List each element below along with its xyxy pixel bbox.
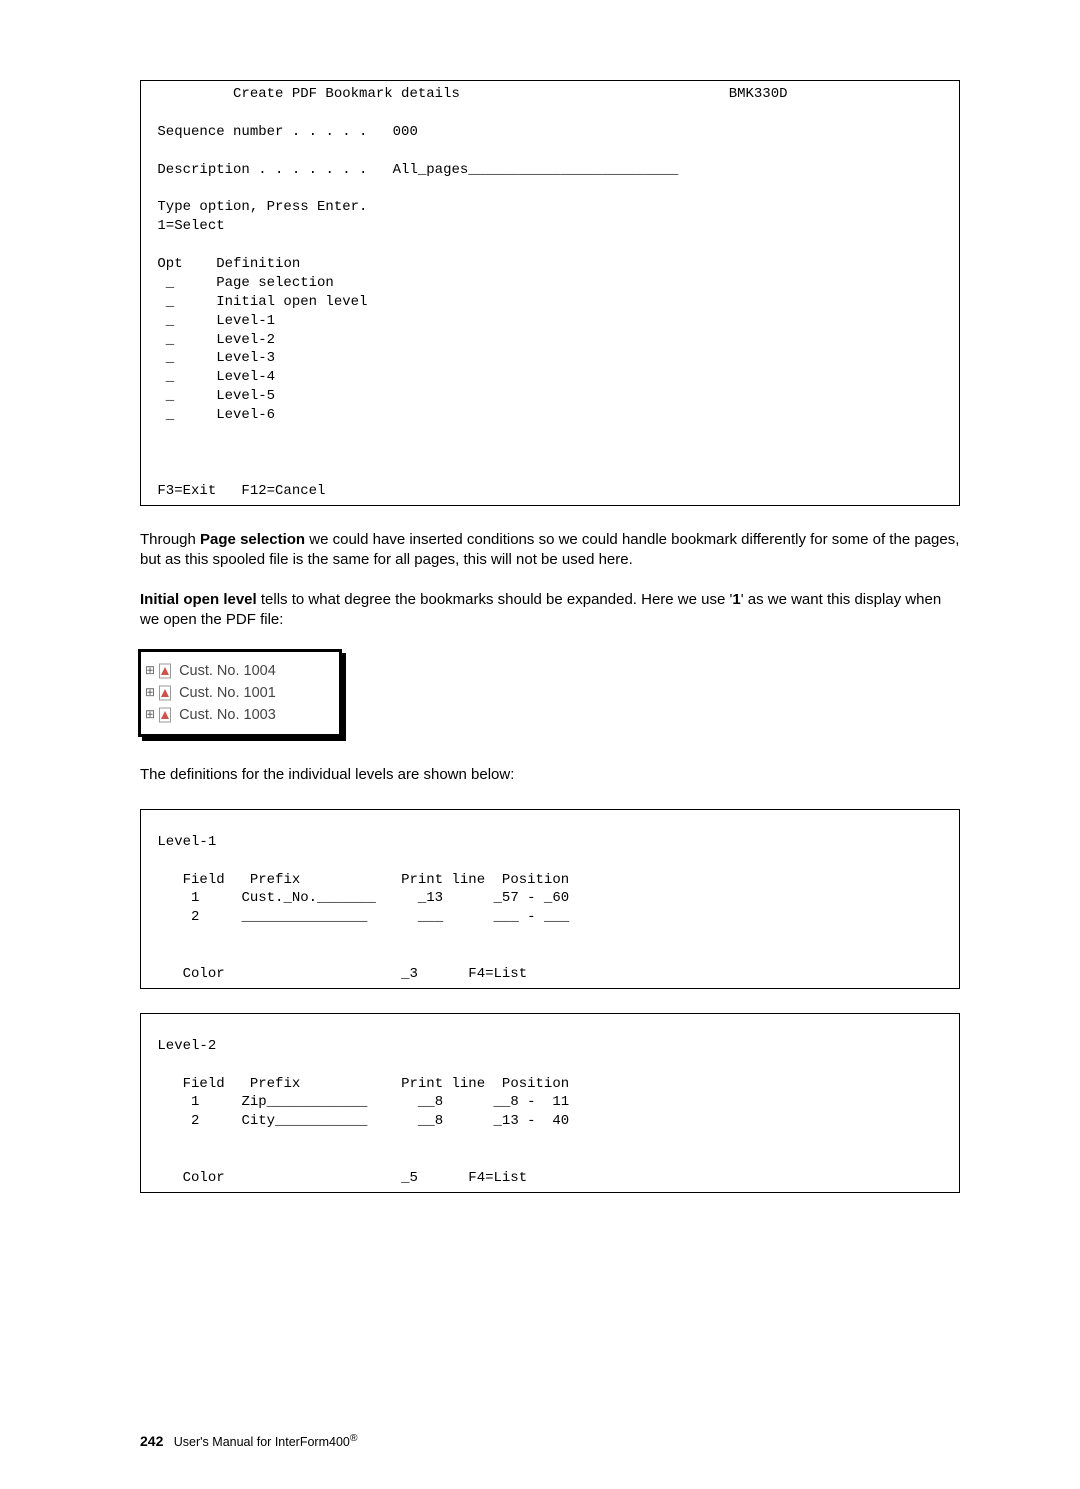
bookmark-row: ⊞ Cust. No. 1001 xyxy=(145,682,333,704)
level1-box: Level-1 Field Prefix Print line Position… xyxy=(140,809,960,989)
expand-icon: ⊞ xyxy=(145,707,155,722)
expand-icon: ⊞ xyxy=(145,663,155,678)
bookmark-row: ⊞ Cust. No. 1004 xyxy=(145,660,333,682)
levels-intro: The definitions for the individual level… xyxy=(140,765,960,785)
pdf-icon xyxy=(157,684,175,702)
expand-icon: ⊞ xyxy=(145,685,155,700)
terminal-create-bookmark: Create PDF Bookmark details BMK330D Sequ… xyxy=(140,80,960,506)
bookmark-label: Cust. No. 1004 xyxy=(179,663,276,679)
l2: Level-2 Field Prefix Print line Position… xyxy=(149,1038,569,1186)
bookmark-row: ⊞ Cust. No. 1003 xyxy=(145,704,333,726)
para-page-selection: Through Page selection we could have ins… xyxy=(140,530,960,571)
bookmark-label: Cust. No. 1001 xyxy=(179,685,276,701)
level2-box: Level-2 Field Prefix Print line Position… xyxy=(140,1013,960,1193)
page-number: 242 xyxy=(140,1433,163,1449)
l1: Level-1 Field Prefix Print line Position… xyxy=(149,834,569,982)
page-footer: 242 User's Manual for InterForm400® xyxy=(140,1433,960,1449)
pdf-icon xyxy=(157,706,175,724)
bookmark-tree: ⊞ Cust. No. 1004 ⊞ Cust. No. 1001 ⊞ Cust… xyxy=(140,651,340,735)
para-initial-open-level: Initial open level tells to what degree … xyxy=(140,590,960,631)
footer-text: User's Manual for InterForm400 xyxy=(174,1435,350,1449)
pdf-icon xyxy=(157,662,175,680)
bookmark-label: Cust. No. 1003 xyxy=(179,707,276,723)
t1: Create PDF Bookmark details BMK330D Sequ… xyxy=(149,86,788,499)
